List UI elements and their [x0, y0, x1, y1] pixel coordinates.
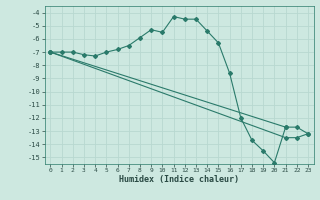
X-axis label: Humidex (Indice chaleur): Humidex (Indice chaleur) [119, 175, 239, 184]
